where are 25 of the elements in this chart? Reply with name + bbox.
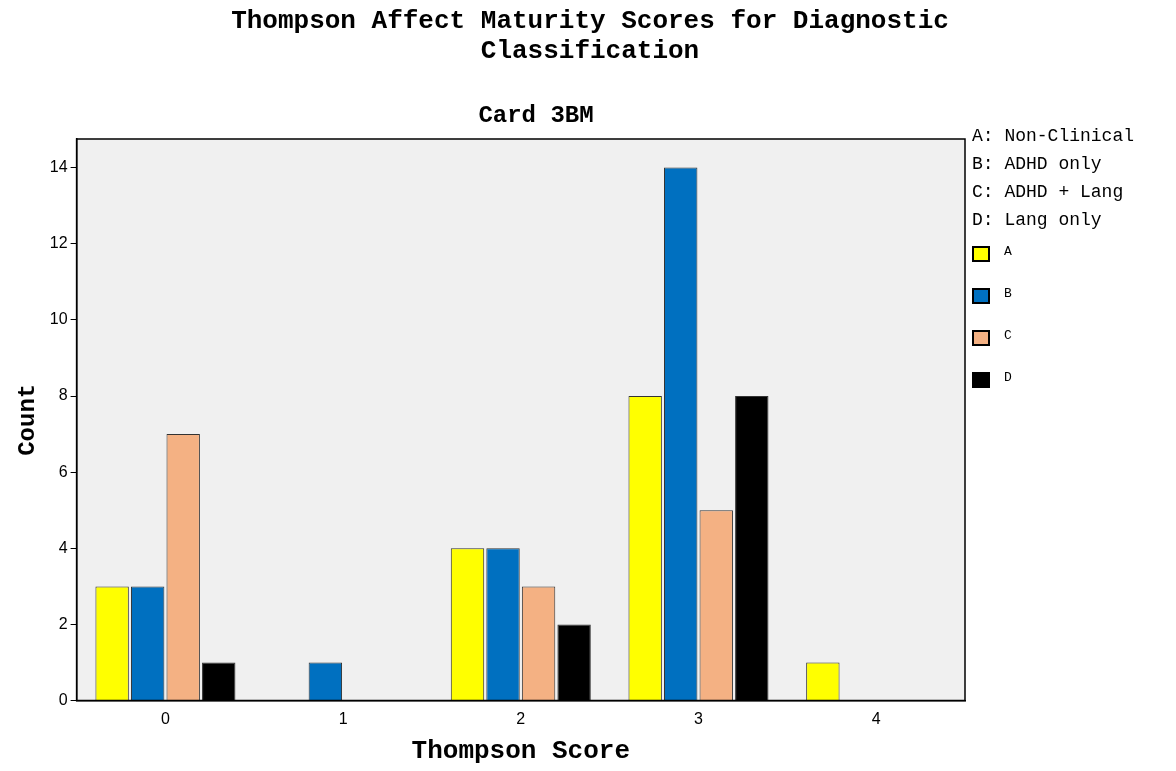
x-tick-label: 1	[338, 709, 348, 727]
y-tick-label: 2	[58, 614, 68, 632]
x-axis-title: Thompson Score	[411, 735, 631, 766]
y-tick-label: 4	[58, 538, 68, 556]
y-tick-label: 8	[58, 386, 68, 404]
y-axis-title: Count	[14, 383, 42, 456]
y-tick-label: 12	[49, 234, 68, 252]
x-tick-label: 3	[694, 709, 704, 727]
text: D: Lang only	[972, 209, 1103, 232]
chart-title: Thompson Affect Maturity Scores for Diagnostic Classification	[230, 6, 950, 66]
legend-label: D	[1004, 370, 1012, 385]
y-tick-label: 14	[49, 157, 68, 175]
x-tick-label: 2	[516, 709, 526, 727]
y-tick-label: 0	[58, 691, 68, 709]
text: A: Non-Clinical	[972, 125, 1135, 148]
x-tick-label: 0	[160, 709, 170, 727]
y-tick-label: 6	[58, 462, 68, 480]
legend-label: B	[1004, 286, 1012, 301]
x-tick-label: 4	[871, 709, 881, 727]
y-tick-label: 10	[49, 310, 68, 328]
legend-label: C	[1004, 328, 1012, 343]
legend-label: A	[1004, 244, 1012, 259]
text: B: ADHD only	[972, 153, 1103, 176]
text: C: ADHD + Lang	[972, 181, 1125, 204]
chart-subtitle: Card 3BM	[477, 102, 595, 129]
